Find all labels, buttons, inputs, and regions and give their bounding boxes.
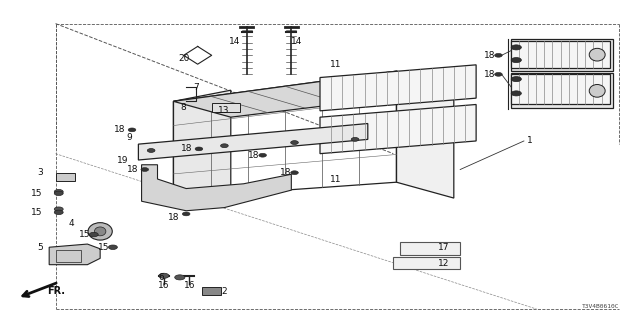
Polygon shape <box>173 71 454 117</box>
Ellipse shape <box>88 223 112 240</box>
Text: 18: 18 <box>114 125 125 134</box>
Text: 9: 9 <box>126 133 132 142</box>
Text: T3V4B0610C: T3V4B0610C <box>582 304 620 309</box>
Text: 16: 16 <box>158 281 170 290</box>
Text: 4: 4 <box>69 219 75 228</box>
Text: 3: 3 <box>37 168 43 177</box>
Text: 18: 18 <box>280 168 291 177</box>
Text: 15: 15 <box>79 230 91 239</box>
Circle shape <box>291 141 298 144</box>
Circle shape <box>90 232 99 237</box>
Text: 11: 11 <box>330 60 342 69</box>
Text: FR.: FR. <box>47 286 65 296</box>
Text: 18: 18 <box>127 165 138 174</box>
Text: 13: 13 <box>218 106 230 115</box>
Circle shape <box>54 207 63 212</box>
Circle shape <box>351 138 359 141</box>
Text: 7: 7 <box>193 83 198 92</box>
Polygon shape <box>202 287 221 295</box>
Polygon shape <box>511 73 613 108</box>
Polygon shape <box>56 173 75 180</box>
Text: 6: 6 <box>158 273 164 282</box>
Circle shape <box>495 72 502 76</box>
Text: 17: 17 <box>438 243 449 252</box>
Polygon shape <box>320 105 476 154</box>
Text: 15: 15 <box>98 243 109 252</box>
Text: 20: 20 <box>178 54 189 63</box>
Circle shape <box>511 58 522 63</box>
Circle shape <box>221 144 228 148</box>
Circle shape <box>291 171 298 175</box>
Ellipse shape <box>589 84 605 97</box>
Polygon shape <box>394 257 460 269</box>
Text: 16: 16 <box>184 281 195 290</box>
Circle shape <box>511 91 522 96</box>
Polygon shape <box>138 124 368 160</box>
Text: 18: 18 <box>484 70 495 79</box>
Text: 18: 18 <box>168 212 180 222</box>
Text: 8: 8 <box>180 103 186 112</box>
Text: 5: 5 <box>37 243 43 252</box>
Circle shape <box>259 153 266 157</box>
Circle shape <box>495 53 502 57</box>
Circle shape <box>175 275 185 280</box>
Text: 2: 2 <box>221 287 227 296</box>
Text: 14: 14 <box>291 36 303 45</box>
Text: 1: 1 <box>527 136 533 146</box>
Polygon shape <box>511 74 610 105</box>
Circle shape <box>195 147 203 151</box>
Circle shape <box>128 128 136 132</box>
Circle shape <box>54 189 63 194</box>
Polygon shape <box>396 71 454 198</box>
Text: 18: 18 <box>181 144 193 153</box>
Ellipse shape <box>95 227 106 236</box>
Circle shape <box>54 191 63 196</box>
Polygon shape <box>511 41 610 68</box>
Text: 15: 15 <box>31 189 43 198</box>
Circle shape <box>159 273 169 278</box>
Circle shape <box>511 76 522 82</box>
Text: 18: 18 <box>484 51 495 60</box>
Text: 12: 12 <box>438 259 449 268</box>
Polygon shape <box>212 103 241 112</box>
Circle shape <box>511 45 522 50</box>
Polygon shape <box>49 244 100 265</box>
Polygon shape <box>511 39 613 71</box>
Circle shape <box>147 148 155 152</box>
Circle shape <box>141 168 148 172</box>
Polygon shape <box>173 90 231 198</box>
Polygon shape <box>141 165 291 211</box>
Ellipse shape <box>589 48 605 61</box>
Circle shape <box>182 212 190 216</box>
Circle shape <box>54 210 63 215</box>
Circle shape <box>108 245 117 250</box>
Text: 18: 18 <box>248 151 259 160</box>
Text: 19: 19 <box>117 156 129 164</box>
Text: 11: 11 <box>330 174 342 184</box>
Polygon shape <box>399 243 460 255</box>
Text: 14: 14 <box>229 36 241 45</box>
Polygon shape <box>320 65 476 111</box>
Text: 15: 15 <box>31 208 43 217</box>
